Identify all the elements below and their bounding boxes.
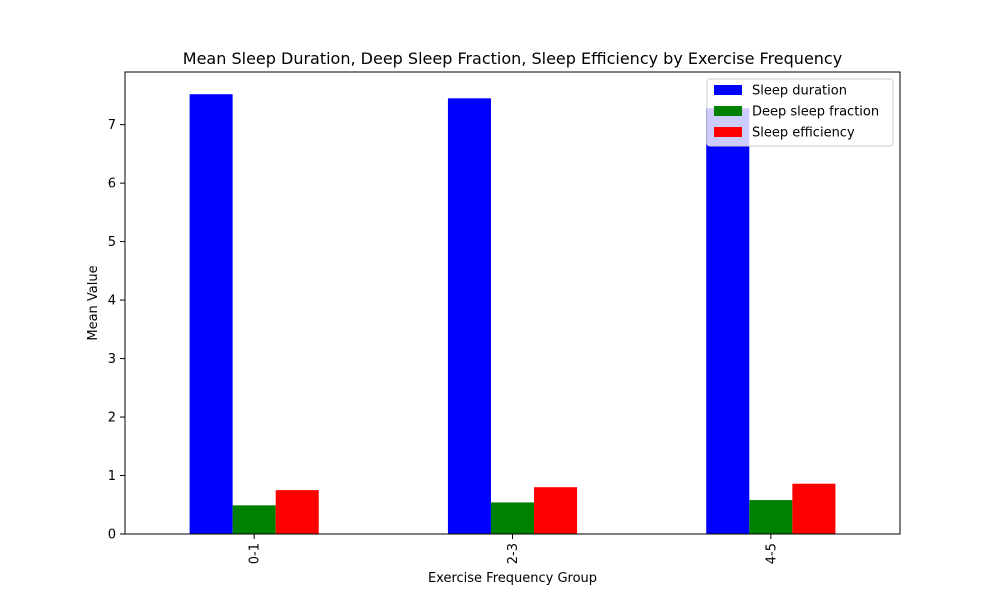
y-tick-label: 2 [108, 411, 116, 426]
bar-sleep-efficiency-2-3 [534, 487, 578, 534]
legend-label: Sleep duration [752, 84, 847, 99]
bar-sleep-duration-4-5 [706, 108, 750, 534]
chart-title: Mean Sleep Duration, Deep Sleep Fraction… [183, 49, 842, 68]
bars-layer [189, 94, 836, 535]
legend-swatch [714, 106, 742, 116]
bar-sleep-efficiency-0-1 [275, 490, 319, 534]
y-tick-label: 0 [108, 528, 116, 543]
x-tick-label: 2-3 [506, 543, 521, 564]
y-tick-label: 6 [108, 177, 116, 192]
x-tick-label: 4-5 [764, 543, 779, 564]
y-axis-label: Mean Value [86, 265, 101, 340]
bar-deep-sleep-fraction-4-5 [749, 500, 793, 534]
legend-swatch [714, 127, 742, 137]
y-tick-label: 4 [108, 294, 116, 309]
bar-sleep-duration-0-1 [189, 94, 233, 535]
x-axis-label: Exercise Frequency Group [428, 571, 597, 586]
y-axis: 0 1 2 3 4 5 6 7 [108, 118, 125, 543]
y-tick-label: 3 [108, 352, 116, 367]
legend-label: Sleep efficiency [752, 126, 855, 141]
legend-label: Deep sleep fraction [752, 105, 879, 120]
bar-sleep-duration-2-3 [447, 98, 491, 534]
legend-box [706, 78, 894, 147]
legend-items: Sleep duration Deep sleep fraction Sleep e… [714, 84, 879, 141]
bar-deep-sleep-fraction-2-3 [490, 502, 535, 534]
legend-swatch [714, 85, 742, 95]
y-tick-label: 1 [108, 469, 116, 484]
bar-sleep-efficiency-4-5 [792, 483, 836, 534]
y-tick-label: 5 [108, 235, 116, 250]
bar-deep-sleep-fraction-0-1 [232, 505, 276, 534]
x-tick-label: 0-1 [248, 543, 263, 564]
x-axis: 0-1 2-3 4-5 [248, 534, 779, 564]
y-tick-label: 7 [108, 118, 116, 133]
legend: Sleep duration Deep sleep fraction Sleep e… [706, 78, 894, 147]
